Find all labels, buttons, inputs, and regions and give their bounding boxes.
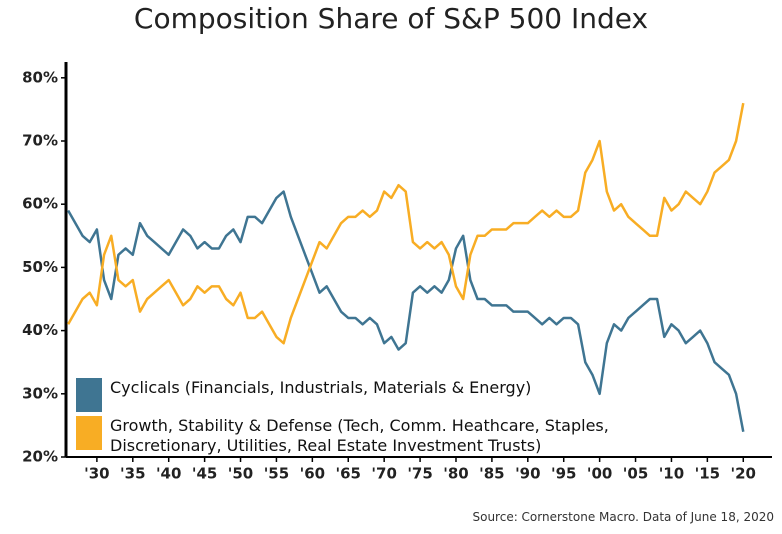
x-tick-label: '65 [336,465,361,483]
x-tick-label: '05 [623,465,648,483]
source-note: Source: Cornerstone Macro. Data of June … [472,510,774,524]
x-tick-label: '95 [551,465,576,483]
y-tick-label: 50% [22,258,58,276]
y-tick-label: 30% [22,384,58,402]
legend-swatch [76,416,102,450]
x-tick-label: '45 [192,465,217,483]
legend-item: Growth, Stability & Defense (Tech, Comm.… [76,416,676,456]
x-tick-label: '90 [515,465,540,483]
x-tick-label: '80 [443,465,468,483]
x-tick-label: '70 [371,465,396,483]
x-tick-label: '00 [587,465,612,483]
legend-swatch [76,378,102,412]
legend-item: Cyclicals (Financials, Industrials, Mate… [76,378,676,412]
x-tick-label: '15 [695,465,720,483]
x-tick-label: '40 [156,465,181,483]
y-tick-label: 70% [22,132,58,150]
x-tick-label: '85 [479,465,504,483]
x-tick-label: '35 [120,465,145,483]
x-tick-label: '30 [84,465,109,483]
x-tick-label: '20 [731,465,756,483]
x-tick-label: '60 [300,465,325,483]
series-line [67,102,745,345]
x-tick-label: '10 [659,465,684,483]
x-tick-label: '75 [407,465,432,483]
series-line [67,190,745,432]
y-tick-label: 60% [22,195,58,213]
chart-title: Composition Share of S&P 500 Index [134,2,648,35]
y-tick-label: 80% [22,68,58,86]
legend-label: Growth, Stability & Defense (Tech, Comm.… [110,416,609,455]
x-tick-label: '55 [264,465,289,483]
y-tick-label: 20% [22,448,58,466]
legend: Cyclicals (Financials, Industrials, Mate… [76,378,676,460]
y-tick-label: 40% [22,321,58,339]
legend-label: Cyclicals (Financials, Industrials, Mate… [110,378,532,397]
x-tick-label: '50 [228,465,253,483]
